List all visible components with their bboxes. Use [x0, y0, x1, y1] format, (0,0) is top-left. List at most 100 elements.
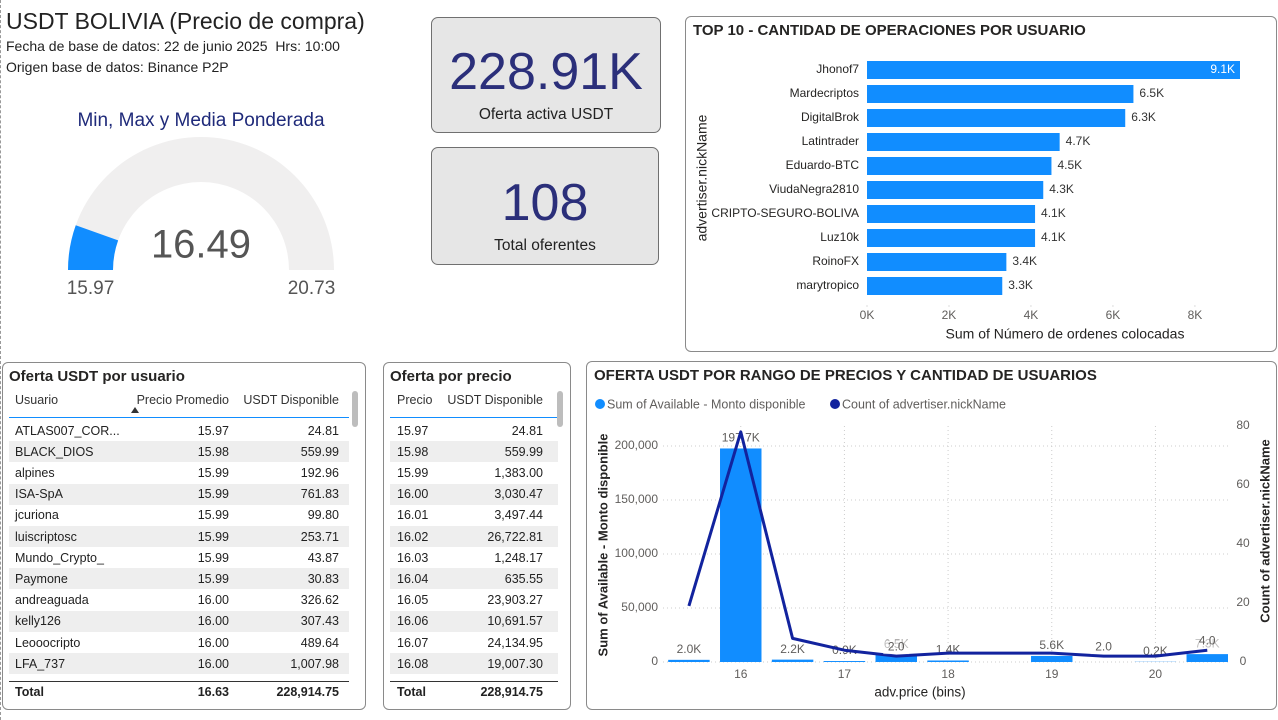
data-label: 6.5K: [1139, 86, 1164, 100]
table-cell: 16.07: [397, 635, 429, 650]
bar: [823, 661, 866, 662]
x-tick-label: 2K: [942, 308, 957, 322]
data-label: 2.2K: [780, 642, 805, 656]
table-cell: 761.83: [300, 487, 339, 502]
column-header: Usuario: [15, 393, 59, 407]
table-cell: jcuriona: [15, 508, 59, 523]
y2-tick-label: 40: [1236, 536, 1250, 550]
table-cell: 24,134.95: [487, 635, 543, 650]
total-cell: Total: [397, 685, 426, 699]
y-axis-label: Sum of Available - Monto disponible: [595, 434, 610, 657]
table-cell: 16.08: [397, 656, 429, 671]
kpi-label: Total oferentes: [494, 237, 596, 254]
table-cell: 1,383.00: [494, 465, 543, 480]
table-card: Oferta USDT por usuario Usuario Precio Pro…: [2, 362, 366, 710]
table-card: Oferta por precio Precio USDT Disponible 15…: [383, 362, 571, 710]
table-cell: 15.99: [197, 550, 229, 565]
scrollbar: [352, 391, 358, 427]
bar: [867, 109, 1126, 127]
table-cell: 15.99: [197, 487, 229, 502]
x-tick-label: 20: [1149, 667, 1163, 681]
y-tick-label: Eduardo-BTC: [786, 158, 860, 172]
chart-title: OFERTA USDT POR RANGO DE PRECIOS Y CANTI…: [594, 367, 1097, 384]
table-cell: 326.62: [300, 593, 339, 608]
data-label-bg: [1194, 634, 1221, 649]
table-cell: 16.06: [397, 614, 429, 629]
table-cell: 16.00: [197, 656, 229, 671]
y-tick-label: 200,000: [615, 438, 659, 452]
table-cell: 3,497.44: [494, 508, 543, 523]
total-rule: [390, 681, 558, 682]
bar: [927, 660, 969, 662]
y-axis-label: advertiser.nickName: [694, 114, 710, 241]
table-cell: 15.99: [197, 465, 229, 480]
table-cell: 559.99: [300, 444, 339, 459]
bar: [668, 659, 710, 662]
bar: [867, 61, 1240, 79]
y-tick-label: Mardecriptos: [790, 86, 859, 100]
table-cell: 30.83: [307, 571, 339, 586]
y-tick-label: CRIPTO-SEGURO-BOLIVA: [711, 206, 859, 220]
total-cell: 228,914.75: [276, 685, 339, 699]
table-cell: Leooocripto: [15, 635, 81, 650]
column-header: Precio Promedio: [136, 393, 229, 407]
table-title: Oferta USDT por usuario: [9, 368, 185, 385]
row-shade: [390, 483, 558, 505]
table-cell: 16.00: [197, 635, 229, 650]
total-rule: [9, 681, 349, 682]
y-tick-label: 150,000: [615, 492, 659, 506]
row-shade: [9, 610, 349, 632]
table-cell: LFA_737: [15, 656, 66, 671]
table-cell: 10,691.57: [487, 614, 543, 629]
kpi-value: 228.91K: [449, 43, 643, 101]
kpi-value: 108: [501, 174, 589, 232]
table-cell: luiscriptosc: [15, 529, 77, 544]
y-tick-label: DigitalBrok: [801, 110, 860, 124]
table-cell: 15.98: [397, 444, 429, 459]
table-cell: 1,007.98: [290, 656, 339, 671]
table-cell: ISA-SpA: [15, 487, 63, 502]
y-tick-label: Luz10k: [820, 230, 860, 244]
sort-indicator: [131, 407, 139, 413]
y-tick-label: marytropico: [796, 278, 859, 292]
y-tick-label: 0: [651, 654, 658, 668]
total-cell: Total: [15, 685, 44, 699]
kpi-card: 228.91K Oferta activa USDT: [431, 17, 661, 133]
data-label: 4.0: [1199, 633, 1216, 647]
column-header: Precio: [397, 393, 433, 407]
legend-label: Count of advertiser.nickName: [842, 397, 1006, 411]
table-cell: 253.71: [300, 529, 339, 544]
row-shade: [390, 568, 558, 590]
column-header: USDT Disponible: [447, 393, 543, 407]
bar: [875, 654, 917, 662]
row-shade: [9, 568, 349, 590]
table-title: Oferta por precio: [390, 368, 512, 385]
table-cell: alpines: [15, 465, 55, 480]
data-label: 5.6K: [1039, 638, 1064, 652]
bar-chart: TOP 10 - CANTIDAD DE OPERACIONES POR USU…: [693, 22, 1240, 342]
table-cell: 192.96: [300, 465, 339, 480]
gauge-min-label: 15.97: [67, 278, 115, 299]
table-cell: 26,722.81: [487, 529, 543, 544]
row-shade: [390, 441, 558, 463]
legend-marker: [830, 399, 840, 409]
data-label: 4.7K: [1066, 134, 1091, 148]
table-cell: 15.99: [397, 465, 429, 480]
table-cell: 43.87: [307, 550, 339, 565]
table-cell: 99.80: [307, 508, 339, 523]
x-tick-label: 19: [1045, 667, 1059, 681]
kpi-label: Oferta activa USDT: [478, 106, 614, 123]
data-label-bg: [1090, 640, 1117, 655]
total-cell: 228,914.75: [480, 685, 543, 699]
table-cell: 16.01: [397, 508, 429, 523]
legend-label: Sum of Available - Monto disponible: [607, 397, 806, 411]
page-edge: [0, 0, 2, 720]
x-tick-label: 8K: [1188, 308, 1203, 322]
table-cell: 635.55: [504, 571, 543, 586]
table-cell: 16.00: [397, 487, 429, 502]
x-axis-label: adv.price (bins): [874, 685, 965, 700]
table-cell: 16.03: [397, 550, 429, 565]
table-cell: 15.99: [197, 571, 229, 586]
line-series: [687, 430, 1208, 658]
bar: [1186, 654, 1228, 662]
